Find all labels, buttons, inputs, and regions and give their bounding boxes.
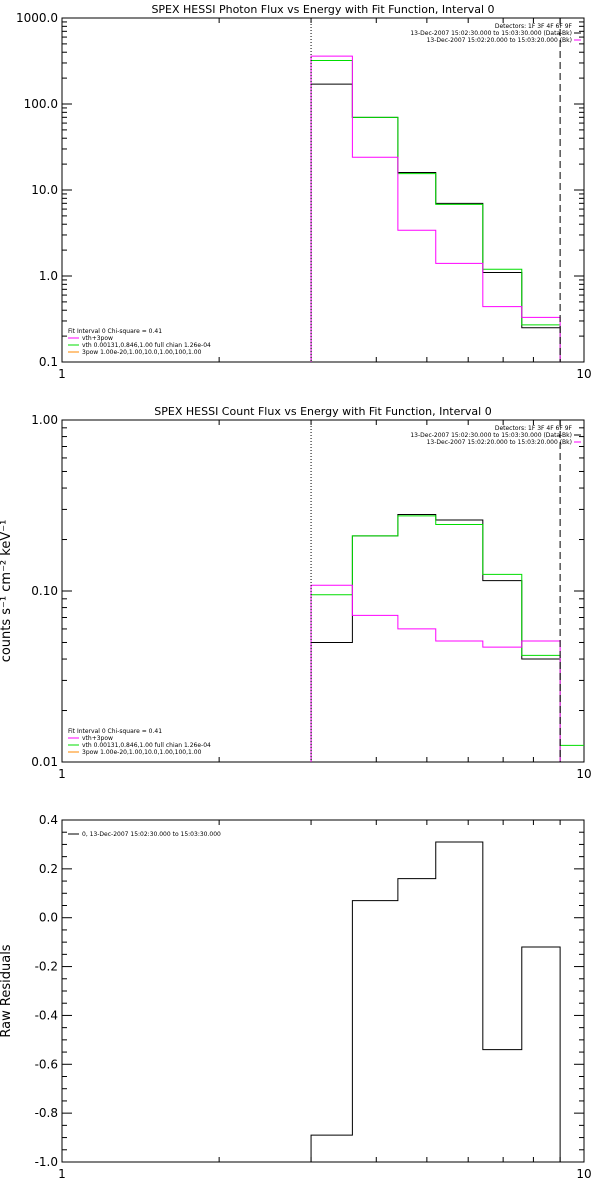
y-tick-label: 1.00	[31, 413, 58, 427]
legend-entry: vth 0.00131,0.846,1.00 full chian 1.26e-…	[82, 342, 211, 349]
y-tick-label: -0.4	[35, 1008, 58, 1022]
y-tick-label: 1.0	[39, 269, 58, 283]
y-tick-label: 10.0	[31, 183, 58, 197]
x-tick-label: 10	[576, 767, 591, 781]
series-line-3	[310, 584, 561, 762]
y-tick-label: -0.8	[35, 1106, 58, 1120]
info-line: 13-Dec-2007 15:02:20.000 to 15:03:20.000…	[427, 37, 572, 44]
chart-title: SPEX HESSI Photon Flux vs Energy with Fi…	[151, 3, 494, 16]
series-line-1	[310, 841, 561, 1162]
y-tick-label: 0.01	[31, 755, 58, 769]
y-axis-label: counts s⁻¹ cm⁻² keV⁻¹	[0, 520, 14, 663]
x-tick-label: 1	[58, 1167, 66, 1181]
plot-frame	[61, 17, 585, 363]
y-tick-label: -1.0	[35, 1155, 58, 1169]
legend-entry: Fit Interval 0 Chi-square = 0.41	[68, 328, 162, 335]
series-line-3	[310, 55, 561, 362]
legend-entry: vth+3pow	[82, 735, 113, 742]
x-tick-label: 1	[58, 767, 66, 781]
x-tick-label: 10	[576, 367, 591, 381]
info-line: Detectors: 1F 3F 4F 6F 9F	[495, 23, 573, 30]
info-line: 13-Dec-2007 15:02:20.000 to 15:03:20.000…	[427, 439, 572, 446]
y-tick-label: 0.4	[39, 813, 58, 827]
x-tick-label: 1	[58, 367, 66, 381]
info-line: 13-Dec-2007 15:02:30.000 to 15:03:30.000…	[410, 432, 572, 439]
y-tick-label: 0.0	[39, 911, 58, 925]
legend-entry: 3pow 1.00e-20,1.00,10.0,1.00,100,1.00	[82, 749, 202, 756]
y-tick-label: -0.6	[35, 1057, 58, 1071]
y-tick-label: 0.10	[31, 584, 58, 598]
y-tick-label: 1000.0	[16, 11, 58, 25]
y-tick-label: 0.1	[39, 355, 58, 369]
chart-panel-3: Raw Residuals 1 10 -1.0 -0.8 -0.6 -0.4 -0.2 0.0 0…	[0, 813, 592, 1181]
info-line: 13-Dec-2007 15:02:30.000 to 15:03:30.000…	[410, 30, 572, 37]
series-line-1	[310, 83, 561, 362]
legend-entry: 3pow 1.00e-20,1.00,10.0,1.00,100,1.00	[82, 349, 202, 356]
y-tick-label: -0.2	[35, 960, 58, 974]
series-line-2	[310, 60, 561, 362]
y-tick-label: 0.2	[39, 862, 58, 876]
legend-entry: vth 0.00131,0.846,1.00 full chian 1.26e-…	[82, 742, 211, 749]
plot-frame	[61, 819, 585, 1163]
chart-title: SPEX HESSI Count Flux vs Energy with Fit…	[154, 405, 491, 418]
legend-entry: vth+3pow	[82, 335, 113, 342]
legend-entry: Fit Interval 0 Chi-square = 0.41	[68, 728, 162, 735]
plot-frame	[61, 419, 585, 763]
chart-panel-2: SPEX HESSI Count Flux vs Energy with Fit…	[0, 405, 592, 781]
y-tick-label: 100.0	[24, 97, 58, 111]
x-tick-label: 10	[576, 1167, 591, 1181]
info-line: Detectors: 1F 3F 4F 6F 9F	[495, 425, 573, 432]
legend-entry: 0, 13-Dec-2007 15:02:30.000 to 15:03:30.…	[82, 831, 221, 838]
chart-panel-1: SPEX HESSI Photon Flux vs Energy with Fi…	[16, 3, 592, 381]
y-axis-label: Raw Residuals	[0, 944, 14, 1037]
